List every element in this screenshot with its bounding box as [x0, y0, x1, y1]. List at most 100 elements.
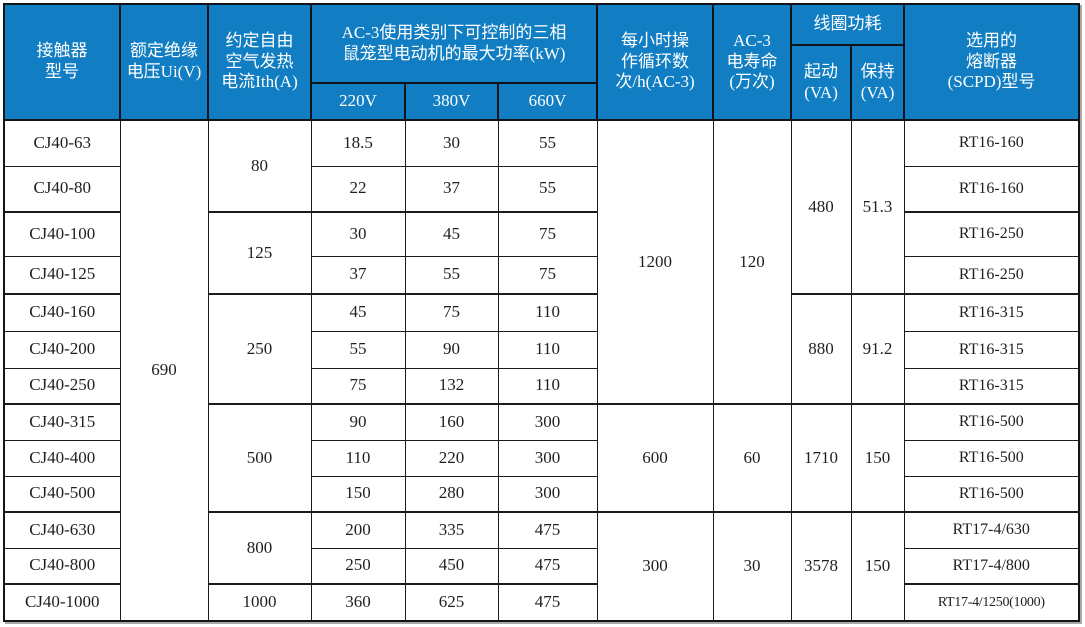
life-cell: 60	[712, 403, 792, 513]
model-cell: CJ40-80	[3, 165, 121, 213]
power-660-cell: 55	[497, 119, 598, 167]
power-380-cell: 75	[404, 293, 499, 332]
ith-cell: 80	[207, 119, 312, 213]
header-model: 接触器 型号	[3, 3, 121, 121]
table-body: CJ40-63 690 80 18.5 30 55 1200 120 480 51.3 RT16-1…	[3, 119, 1080, 622]
header-220v: 220V	[310, 82, 406, 121]
model-cell: CJ40-1000	[3, 583, 121, 622]
model-cell: CJ40-315	[3, 403, 121, 441]
table-row: CJ40-500 150 280 300 RT16-500	[3, 475, 1080, 513]
header-cycles-per-hour: 每小时操 作循环数 次/h(AC-3)	[596, 3, 715, 121]
hold-va-cell: 91.2	[850, 293, 905, 405]
power-220-cell: 200	[310, 511, 406, 549]
fuse-cell: RT16-315	[903, 367, 1080, 405]
table-row: CJ40-80 22 37 55 RT16-160	[3, 165, 1080, 213]
header-start-va: 起动 (VA)	[790, 44, 853, 121]
fuse-cell: RT16-160	[903, 165, 1080, 213]
ith-cell: 250	[207, 293, 312, 405]
cycles-cell: 1200	[596, 119, 714, 405]
model-cell: CJ40-200	[3, 330, 121, 369]
table-row: CJ40-63 690 80 18.5 30 55 1200 120 480 51.3 RT16-1…	[3, 119, 1080, 622]
power-220-cell: 90	[310, 403, 406, 441]
table-row: CJ40-100 125 30 45 75 RT16-250	[3, 211, 1080, 295]
table-row: CJ40-125 37 55 75 RT16-250	[3, 255, 1080, 295]
ith-cell: 500	[207, 403, 312, 513]
power-220-cell: 75	[310, 367, 406, 405]
table-row: CJ40-250 75 132 110 RT16-315	[3, 367, 1080, 405]
ith-cell: 125	[207, 211, 312, 295]
contactor-spec-table: 接触器 型号 额定绝缘 电压Ui(V) 约定自由 空气发热 电流Ith(A) A…	[3, 3, 1081, 622]
power-660-cell: 475	[497, 547, 598, 585]
power-220-cell: 37	[310, 255, 406, 295]
power-380-cell: 335	[404, 511, 499, 549]
model-cell: CJ40-800	[3, 547, 121, 585]
model-cell: CJ40-100	[3, 211, 121, 257]
header-coil-consumption: 线圈功耗	[790, 3, 906, 46]
fuse-cell: RT16-500	[903, 403, 1080, 441]
table-row: CJ40-315 500 90 160 300 600 60 1710 150 RT16-500	[3, 403, 1080, 513]
cycles-cell: 600	[596, 403, 714, 513]
power-380-cell: 220	[404, 439, 499, 477]
table-header: 接触器 型号 额定绝缘 电压Ui(V) 约定自由 空气发热 电流Ith(A) A…	[3, 3, 1081, 121]
power-380-cell: 280	[404, 475, 499, 513]
power-380-cell: 30	[404, 119, 499, 167]
power-660-cell: 110	[497, 367, 598, 405]
hold-va-cell: 150	[850, 403, 905, 513]
power-220-cell: 55	[310, 330, 406, 369]
header-380v: 380V	[404, 82, 499, 121]
hold-va-cell: 51.3	[850, 119, 905, 295]
header-hold-va: 保持 (VA)	[850, 44, 906, 121]
fuse-cell: RT16-160	[903, 119, 1080, 167]
model-cell: CJ40-630	[3, 511, 121, 549]
life-cell: 120	[712, 119, 792, 405]
power-220-cell: 360	[310, 583, 406, 622]
start-va-cell: 3578	[790, 511, 852, 622]
start-va-cell: 1710	[790, 403, 852, 513]
power-380-cell: 132	[404, 367, 499, 405]
table-row: CJ40-160 250 45 75 110 880 91.2 RT16-315	[3, 293, 1080, 405]
power-220-cell: 150	[310, 475, 406, 513]
header-max-power: AC-3使用类别下可控制的三相 鼠笼型电动机的最大功率(kW)	[309, 3, 599, 84]
header-electrical-life: AC-3 电寿命 (万次)	[712, 3, 793, 121]
power-380-cell: 450	[404, 547, 499, 585]
model-cell: CJ40-500	[3, 475, 121, 513]
ith-cell: 1000	[207, 583, 312, 622]
fuse-cell: RT16-500	[903, 439, 1080, 477]
model-cell: CJ40-125	[3, 255, 121, 295]
fuse-cell: RT16-315	[903, 293, 1080, 332]
model-cell: CJ40-400	[3, 439, 121, 477]
power-380-cell: 160	[404, 403, 499, 441]
fuse-cell: RT17-4/1250(1000)	[903, 583, 1080, 622]
model-cell: CJ40-160	[3, 293, 121, 332]
hold-va-cell: 150	[850, 511, 905, 622]
fuse-cell: RT16-250	[903, 255, 1080, 295]
power-660-cell: 55	[497, 165, 598, 213]
table-row: CJ40-400 110 220 300 RT16-500	[3, 439, 1080, 477]
life-cell: 30	[712, 511, 792, 622]
ui-cell: 690	[119, 119, 209, 622]
fuse-cell: RT17-4/800	[903, 547, 1080, 585]
power-380-cell: 90	[404, 330, 499, 369]
power-220-cell: 30	[310, 211, 406, 257]
power-660-cell: 300	[497, 475, 598, 513]
power-220-cell: 110	[310, 439, 406, 477]
header-insulation-voltage: 额定绝缘 电压Ui(V)	[119, 3, 209, 121]
fuse-cell: RT16-250	[903, 211, 1080, 257]
power-380-cell: 37	[404, 165, 499, 213]
power-660-cell: 300	[497, 403, 598, 441]
power-220-cell: 22	[310, 165, 406, 213]
fuse-cell: RT16-500	[903, 475, 1080, 513]
cycles-cell: 300	[596, 511, 714, 622]
power-220-cell: 45	[310, 293, 406, 332]
table-row: CJ40-200 55 90 110 RT16-315	[3, 330, 1080, 369]
header-660v: 660V	[496, 82, 599, 121]
power-660-cell: 75	[497, 211, 598, 257]
fuse-cell: RT17-4/630	[903, 511, 1080, 549]
power-660-cell: 110	[497, 293, 598, 332]
power-660-cell: 475	[497, 511, 598, 549]
power-220-cell: 250	[310, 547, 406, 585]
table-row: CJ40-630 800 200 335 475 300 30 3578 150 RT17-4/6…	[3, 511, 1080, 622]
power-660-cell: 300	[497, 439, 598, 477]
power-380-cell: 55	[404, 255, 499, 295]
